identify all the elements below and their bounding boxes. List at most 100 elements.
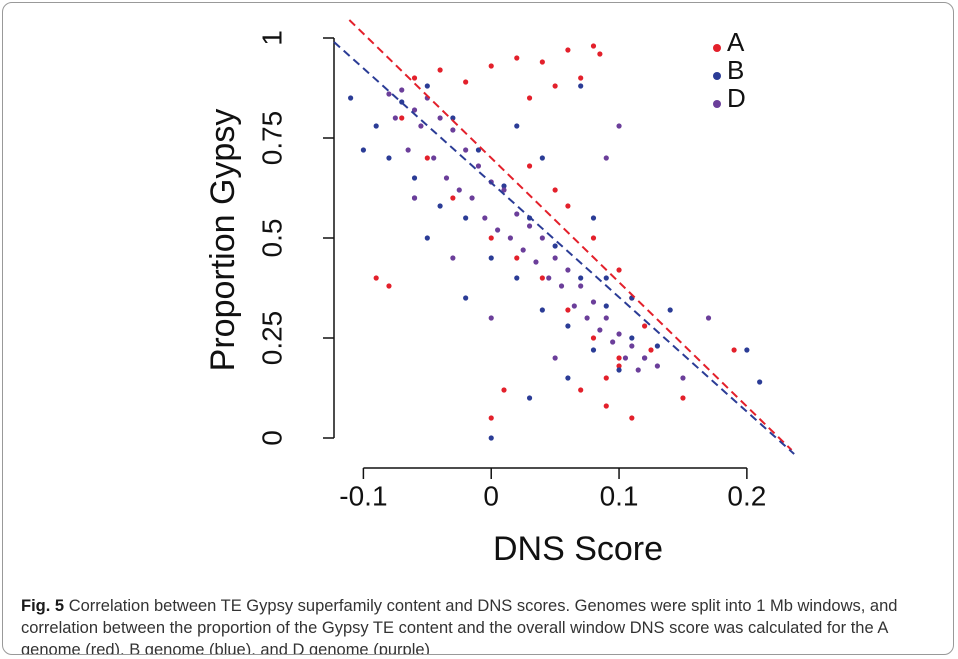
point — [578, 75, 584, 81]
point — [744, 347, 750, 353]
point — [360, 147, 366, 153]
point — [565, 203, 571, 209]
point — [514, 211, 520, 217]
point — [590, 335, 597, 341]
y-tick-label: 0.25 — [256, 311, 287, 366]
point — [622, 355, 629, 361]
point — [610, 339, 616, 345]
point — [680, 395, 686, 401]
point — [463, 215, 469, 221]
point — [584, 315, 590, 321]
point — [443, 175, 450, 181]
chart: DNS Score Proportion Gypsy 0 0.25 0.5 0.75 1… — [204, 19, 795, 568]
point — [565, 267, 571, 273]
point — [514, 123, 520, 129]
point — [386, 91, 392, 97]
point — [488, 63, 494, 69]
point — [552, 355, 558, 361]
point — [348, 95, 354, 101]
point — [482, 215, 488, 221]
point — [603, 403, 609, 409]
point — [488, 435, 494, 441]
point — [450, 255, 456, 261]
point — [546, 275, 552, 281]
point — [648, 347, 654, 353]
point — [603, 303, 609, 309]
point — [552, 243, 558, 249]
point — [597, 327, 603, 333]
point — [616, 355, 622, 361]
point — [386, 283, 392, 289]
point — [616, 267, 622, 273]
point — [654, 363, 660, 369]
point — [642, 323, 648, 329]
point — [539, 307, 545, 313]
x-tick-label: 0.1 — [600, 480, 639, 511]
point — [411, 75, 418, 81]
point — [450, 127, 456, 133]
legend-label: D — [727, 83, 746, 113]
point — [642, 355, 648, 361]
point — [629, 335, 635, 341]
point — [488, 315, 494, 321]
point — [578, 283, 584, 289]
legend-label: B — [727, 55, 744, 85]
y-tick-label: 0.5 — [256, 219, 287, 258]
point — [558, 283, 565, 289]
point — [526, 95, 533, 101]
point — [597, 51, 603, 57]
point — [437, 115, 443, 121]
point — [411, 107, 418, 113]
point — [463, 147, 469, 153]
point — [590, 235, 597, 241]
point — [431, 155, 437, 161]
point — [590, 215, 597, 221]
legend-marker — [713, 72, 721, 80]
point — [590, 347, 597, 353]
point — [616, 363, 622, 369]
point — [552, 83, 558, 89]
point — [565, 375, 571, 381]
point — [469, 195, 475, 201]
caption-text: Correlation between TE Gypsy superfamily… — [21, 597, 898, 655]
point — [424, 235, 430, 241]
point — [667, 307, 673, 313]
fit-line — [348, 19, 793, 451]
point — [578, 83, 584, 89]
legend-label: A — [727, 27, 745, 57]
point — [501, 387, 507, 393]
point — [392, 115, 398, 121]
point — [463, 79, 469, 85]
point — [373, 123, 379, 129]
x-tick-label: 0.2 — [727, 480, 766, 511]
y-tick-label: 0 — [256, 430, 287, 446]
point — [552, 255, 558, 261]
point — [514, 255, 520, 261]
point — [526, 223, 533, 229]
point — [526, 163, 533, 169]
point — [399, 87, 405, 93]
point — [411, 175, 418, 181]
point — [437, 67, 443, 73]
point — [514, 55, 520, 61]
point — [450, 115, 456, 121]
x-axis-title: DNS Score — [493, 530, 663, 568]
point — [488, 415, 494, 421]
point — [488, 235, 494, 241]
point — [373, 275, 379, 281]
point — [603, 375, 609, 381]
point — [411, 195, 418, 201]
caption-label: Fig. 5 — [21, 597, 65, 615]
point — [418, 123, 424, 129]
point — [680, 375, 686, 381]
point — [616, 123, 622, 129]
point — [616, 331, 622, 337]
point — [456, 187, 462, 193]
y-tick-label: 0.75 — [256, 111, 287, 166]
point — [475, 163, 482, 169]
fit-line — [333, 41, 795, 455]
point — [629, 415, 635, 421]
point — [705, 315, 712, 321]
point — [565, 47, 571, 53]
